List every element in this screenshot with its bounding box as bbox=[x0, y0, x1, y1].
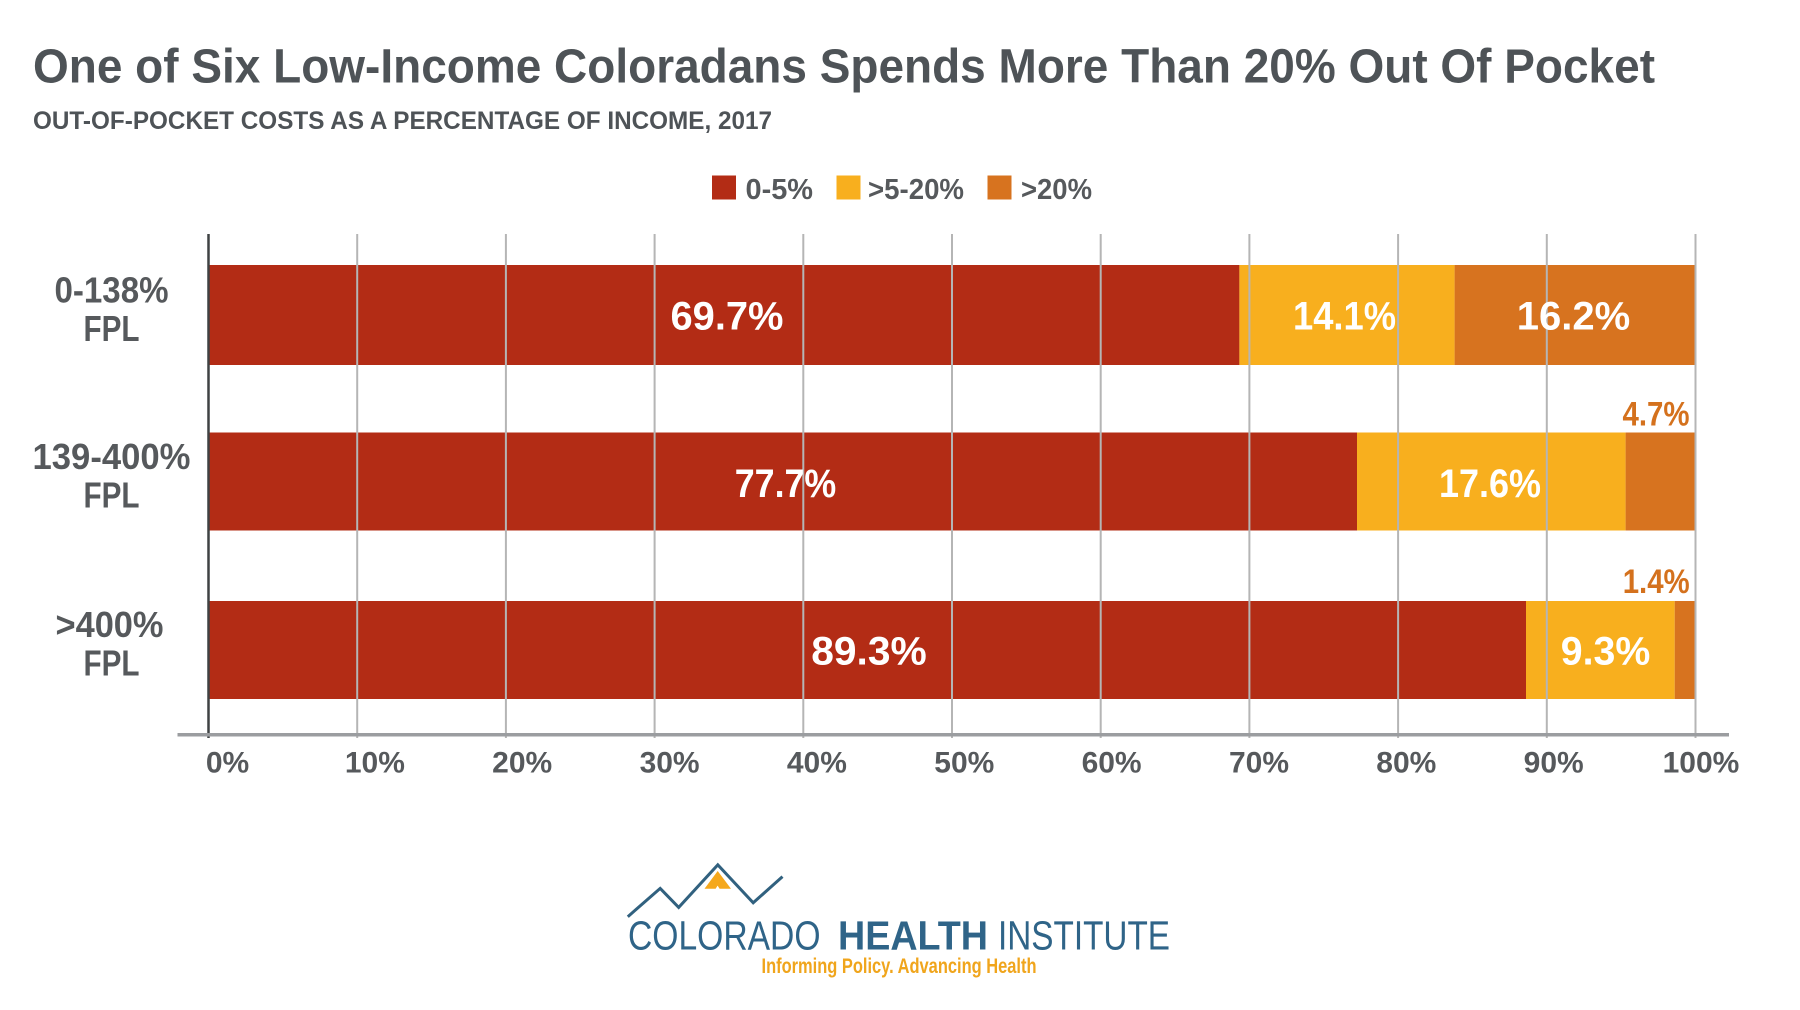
svg-text:10%: 10% bbox=[345, 747, 405, 780]
svg-text:FPL: FPL bbox=[84, 475, 140, 516]
svg-text:4.7%: 4.7% bbox=[1623, 396, 1690, 434]
svg-text:60%: 60% bbox=[1082, 747, 1142, 780]
svg-text:>400%: >400% bbox=[56, 604, 164, 645]
svg-text:FPL: FPL bbox=[84, 308, 140, 349]
svg-text:INSTITUTE: INSTITUTE bbox=[998, 913, 1170, 959]
svg-text:0-138%: 0-138% bbox=[55, 270, 169, 311]
svg-text:17.6%: 17.6% bbox=[1439, 462, 1541, 506]
svg-text:0%: 0% bbox=[206, 747, 249, 780]
svg-text:COLORADO: COLORADO bbox=[628, 913, 821, 959]
svg-text:77.7%: 77.7% bbox=[735, 462, 837, 506]
svg-text:16.2%: 16.2% bbox=[1517, 295, 1631, 339]
svg-text:69.7%: 69.7% bbox=[671, 295, 784, 339]
svg-text:1.4%: 1.4% bbox=[1623, 563, 1690, 601]
svg-text:89.3%: 89.3% bbox=[811, 630, 927, 674]
svg-text:30%: 30% bbox=[640, 747, 700, 780]
svg-text:40%: 40% bbox=[787, 747, 847, 780]
svg-text:0-5%: 0-5% bbox=[746, 174, 814, 206]
svg-text:One of Six Low-Income Colorada: One of Six Low-Income Coloradans Spends … bbox=[33, 41, 1655, 94]
svg-text:>5-20%: >5-20% bbox=[868, 174, 964, 206]
svg-text:70%: 70% bbox=[1229, 747, 1289, 780]
svg-text:50%: 50% bbox=[934, 747, 994, 780]
svg-text:14.1%: 14.1% bbox=[1293, 295, 1396, 339]
svg-text:90%: 90% bbox=[1524, 747, 1584, 780]
svg-text:80%: 80% bbox=[1376, 747, 1436, 780]
svg-text:9.3%: 9.3% bbox=[1561, 630, 1651, 674]
svg-text:>20%: >20% bbox=[1021, 174, 1092, 206]
svg-text:139-400%: 139-400% bbox=[33, 436, 191, 477]
svg-text:20%: 20% bbox=[492, 747, 552, 780]
svg-text:100%: 100% bbox=[1663, 747, 1740, 780]
svg-text:HEALTH: HEALTH bbox=[838, 913, 988, 959]
svg-text:OUT-OF-POCKET COSTS AS A PERCE: OUT-OF-POCKET COSTS AS A PERCENTAGE OF I… bbox=[33, 107, 772, 135]
svg-text:FPL: FPL bbox=[84, 643, 140, 684]
svg-text:Informing Policy. Advancing He: Informing Policy. Advancing Health bbox=[762, 955, 1037, 978]
